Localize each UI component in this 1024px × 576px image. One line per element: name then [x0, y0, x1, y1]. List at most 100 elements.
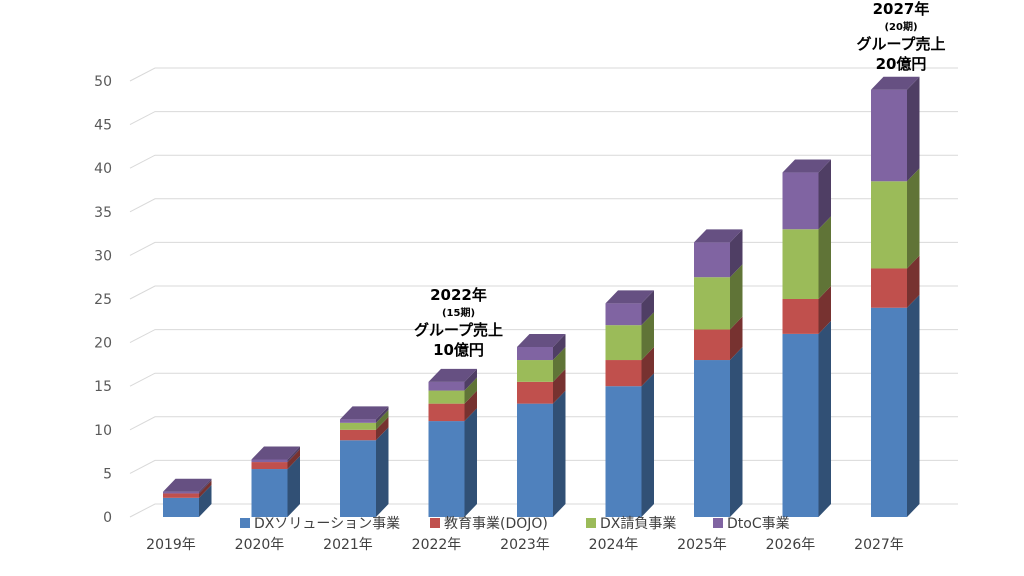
x-category-label: 2020年 [235, 537, 285, 553]
bar-front [517, 381, 553, 404]
bar-segment [251, 456, 300, 517]
bar-side [907, 294, 920, 517]
bar-segment [251, 446, 300, 463]
x-category-label: 2027年 [854, 537, 904, 553]
bar-segment [694, 316, 743, 361]
bar-front [340, 419, 376, 423]
bar-side [464, 368, 477, 391]
bar-top [517, 333, 566, 347]
bar-front [871, 268, 907, 308]
bar-front [340, 429, 376, 441]
bar-side [376, 406, 389, 423]
annotation-line: (20期) [884, 20, 917, 33]
x-category-label: 2021年 [323, 537, 373, 553]
bar-side [907, 168, 920, 269]
bar-segment [163, 478, 212, 494]
legend-item: DX請負事業 [586, 516, 676, 532]
y-tick-label: 30 [94, 248, 112, 264]
gridline [129, 372, 958, 387]
legend-swatch [713, 518, 723, 528]
legend: DXソリューション事業 教育事業(DOJO) DX請負事業 DtoC事業 [240, 516, 790, 532]
y-axis-ticks: 0 5 10 15 20 25 30 35 40 45 50 [94, 74, 112, 526]
bar-top [163, 478, 212, 492]
annotation-line: 2022年 [430, 286, 487, 304]
bar-segment [605, 312, 654, 361]
bar-front [517, 346, 553, 361]
bar-front [694, 242, 730, 278]
bar-side [376, 416, 389, 441]
bar-side [287, 449, 300, 470]
bar-segment [871, 255, 920, 308]
bar-side [376, 409, 389, 430]
bar-side [641, 312, 654, 361]
legend-label: DXソリューション事業 [254, 516, 400, 532]
bar-front [694, 360, 730, 517]
legend-label: DtoC事業 [727, 516, 790, 532]
bar-side [818, 216, 831, 299]
gridline [129, 503, 958, 518]
x-axis-categories: 2019年 2020年 2021年 2022年 2023年 2024年 2025年 2026年… [146, 537, 904, 553]
bar-side [907, 255, 920, 308]
annotation-line: グループ売上 [414, 321, 503, 339]
bar-side [818, 320, 831, 517]
y-tick-label: 25 [94, 292, 112, 308]
x-category-label: 2023年 [500, 537, 550, 553]
bar-front [782, 229, 819, 299]
bar-front [163, 497, 199, 517]
bar-segment [694, 264, 743, 330]
bar-top [782, 159, 831, 173]
bar-segment [605, 290, 654, 326]
bar-side [641, 373, 654, 517]
gridline [129, 154, 958, 169]
y-tick-label: 10 [94, 423, 112, 439]
bar-side [730, 264, 743, 330]
bar-top [428, 368, 477, 382]
bar-side [199, 480, 212, 498]
bar-side [818, 286, 831, 334]
bar-segment [605, 373, 654, 517]
gridline [129, 459, 958, 474]
bar-top [871, 76, 920, 90]
bar-front [871, 181, 907, 269]
bar-front [871, 307, 907, 517]
bar-segment [428, 368, 477, 391]
bar-segment [517, 347, 566, 382]
legend-swatch [430, 518, 440, 528]
bar-side [287, 456, 300, 517]
y-tick-label: 5 [103, 466, 112, 482]
bar-front [517, 403, 553, 517]
bar-segment [871, 76, 920, 182]
bar-segment [517, 368, 566, 404]
bar-segment [782, 216, 831, 299]
bar-top [251, 446, 300, 460]
bar-front [694, 329, 730, 361]
bar-side [199, 484, 212, 517]
bar-side [730, 229, 743, 278]
bar-top [694, 229, 743, 243]
bar-front [782, 299, 819, 334]
gridline [129, 67, 958, 82]
annotation-line: (15期) [442, 306, 475, 319]
gridline [129, 241, 958, 256]
bar-side [464, 377, 477, 404]
annotations: 2022年 (15期) グループ売上 10億円 2027年 (20期) グループ売上 20億円 [414, 0, 946, 359]
annotation-line: グループ売上 [856, 35, 945, 53]
y-tick-label: 35 [94, 205, 112, 221]
bar-segment [428, 377, 477, 404]
bar-side [730, 316, 743, 361]
legend-item: 教育事業(DOJO) [430, 516, 548, 532]
gridline [129, 416, 958, 431]
bar-front [694, 277, 730, 330]
bar-segment [871, 168, 920, 269]
bar-segment [782, 159, 831, 230]
bar-side [553, 390, 566, 517]
bar-side [464, 390, 477, 422]
x-category-label: 2026年 [766, 537, 816, 553]
y-tick-label: 15 [94, 379, 112, 395]
y-tick-label: 20 [94, 336, 112, 352]
bar-front [517, 360, 553, 382]
bar-segment [163, 484, 212, 517]
bar-side [730, 347, 743, 517]
bar-front [163, 491, 199, 494]
